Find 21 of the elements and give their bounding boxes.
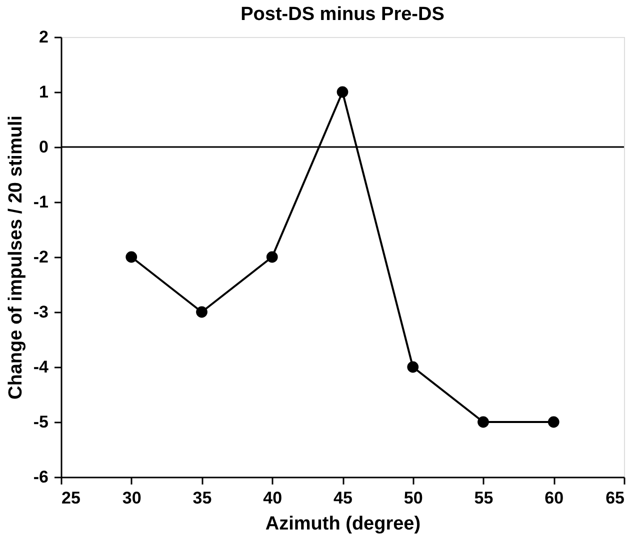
y-tick-label: -5: [33, 412, 48, 432]
x-tick-label: 45: [334, 488, 352, 508]
x-axis-title: Azimuth (degree): [265, 514, 421, 534]
x-tick-label: 60: [544, 488, 564, 508]
y-tick-label: -6: [33, 468, 48, 486]
y-tick-label: -3: [33, 302, 48, 322]
y-tick-label: -1: [33, 192, 48, 212]
y-tick-label: -2: [33, 248, 48, 266]
x-tick-label: 35: [192, 488, 212, 508]
x-tick-label: 50: [404, 488, 423, 508]
y-tick-label: -4: [33, 358, 50, 376]
x-tick-label: 55: [474, 488, 494, 508]
chart-title: Post-DS minus Pre-DS: [240, 4, 444, 25]
y-tick-label: 2: [39, 28, 48, 46]
x-tick-label: 65: [606, 488, 624, 508]
x-tick-label: 40: [263, 488, 282, 508]
y-tick-label: 1: [39, 82, 48, 102]
y-axis-title: Change of impulses / 20 stimuli: [5, 115, 26, 400]
x-tick-label: 30: [122, 488, 142, 508]
y-tick-label: 0: [39, 138, 48, 156]
x-tick-label: 25: [62, 488, 80, 508]
